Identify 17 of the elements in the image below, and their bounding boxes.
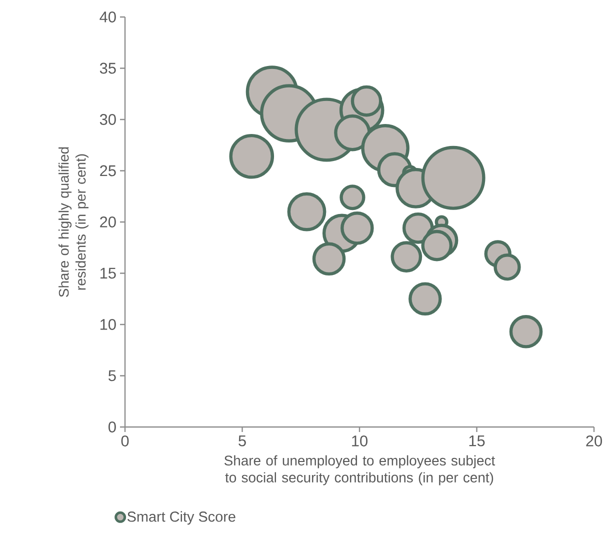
x-tick-label: 15: [469, 436, 485, 446]
y-tick-label: 25: [100, 165, 116, 176]
y-tick-label: 5: [108, 370, 116, 382]
y-axis-title: Share of highly qualified residents (in per cent): [58, 147, 88, 297]
y-tick-label: 10: [100, 319, 116, 330]
y-tick-label: 0: [108, 422, 116, 432]
y-tick-label: 35: [100, 62, 116, 74]
x-tick-label: 10: [352, 436, 368, 446]
y-tick-label: 40: [100, 12, 116, 22]
y-tick-label: 15: [100, 268, 116, 279]
x-tick-label: 0: [121, 436, 129, 446]
x-tick-label: 20: [586, 436, 602, 446]
x-tick-label: 5: [238, 436, 246, 446]
y-tick-label: 20: [100, 216, 116, 228]
x-axis-title: Share of unemployed to employees subject to social security contributions (in per cent): [224, 455, 496, 486]
legend-label: Smart City Score: [127, 511, 236, 525]
y-tick-label: 30: [100, 114, 116, 125]
